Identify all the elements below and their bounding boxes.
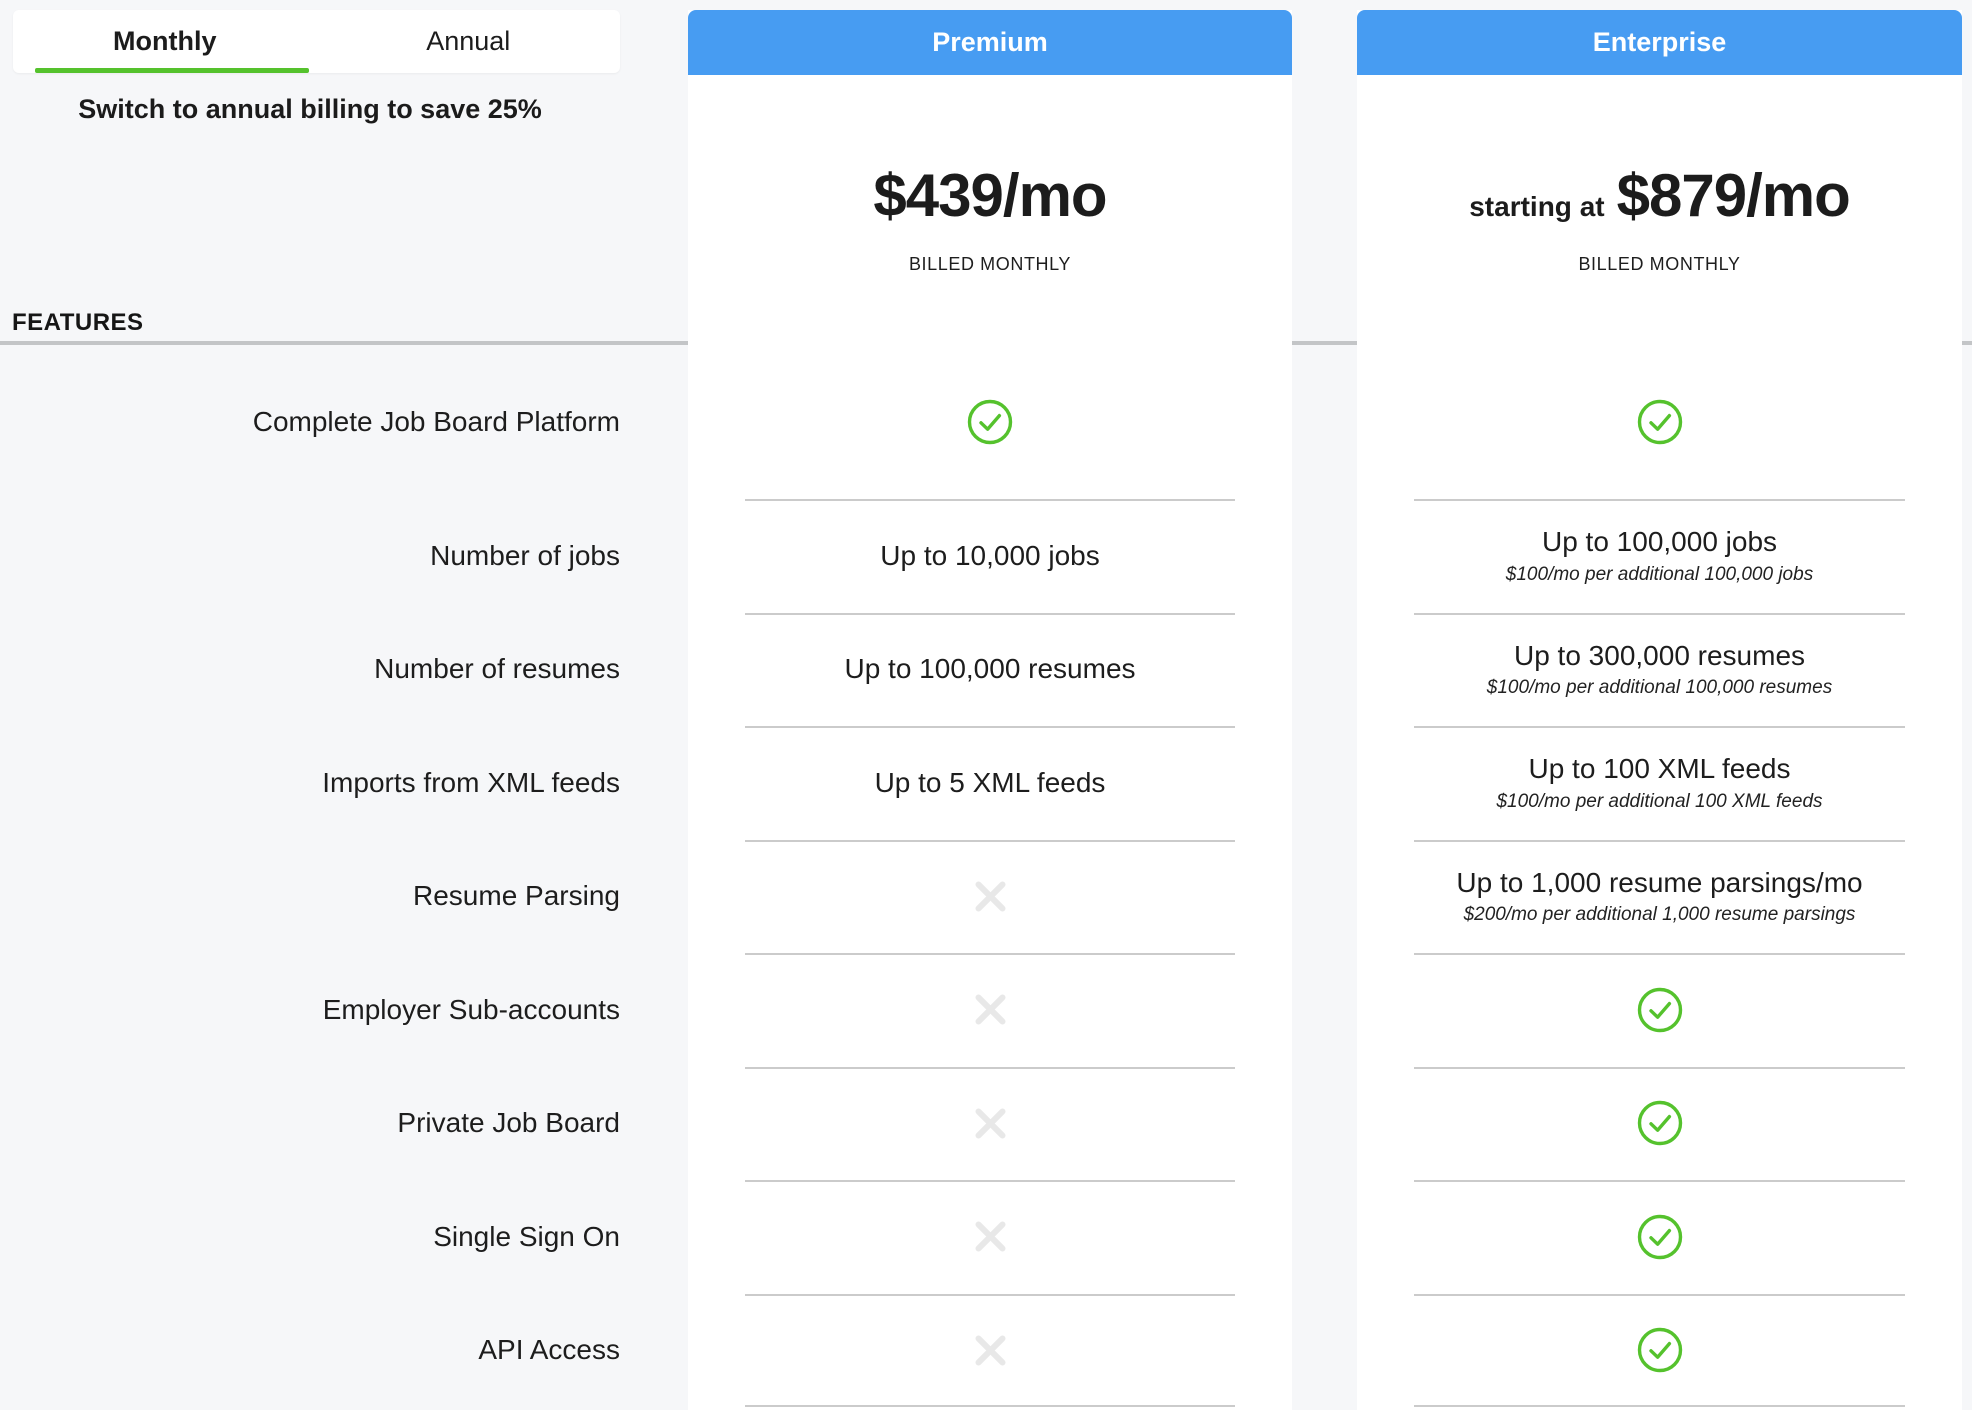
premium-feature-cell — [688, 839, 1292, 954]
features-heading: FEATURES — [12, 309, 144, 336]
premium-feature-cell: Up to 100,000 resumes — [688, 612, 1292, 727]
enterprise-card: Enterprise starting at $879/mo BILLED MON… — [1357, 10, 1962, 1410]
left-panel: Monthly Annual Switch to annual billing … — [0, 0, 685, 1410]
feature-value: Up to 300,000 resumes — [1513, 639, 1806, 671]
check-icon — [1637, 1327, 1683, 1373]
cross-icon — [972, 1218, 1009, 1255]
premium-price: $439/mo — [873, 162, 1107, 229]
premium-price-block: $439/mo BILLED MONTHLY — [688, 166, 1292, 275]
feature-value: Up to 1,000 resume parsings/mo — [1456, 866, 1863, 898]
enterprise-feature-cell: Up to 300,000 resumes $100/mo per additio… — [1357, 612, 1962, 727]
premium-feature-cell — [688, 953, 1292, 1067]
enterprise-price-block: starting at $879/mo BILLED MONTHLY — [1357, 166, 1962, 275]
enterprise-feature-cell — [1357, 1180, 1962, 1294]
premium-feature-cell — [688, 345, 1292, 499]
check-icon — [1637, 1100, 1683, 1146]
premium-feature-cell — [688, 1066, 1292, 1181]
enterprise-feature-cell — [1357, 345, 1962, 499]
enterprise-feature-cell: Up to 100 XML feeds $100/mo per additiona… — [1357, 726, 1962, 840]
cross-icon — [972, 991, 1009, 1028]
enterprise-feature-cell — [1357, 953, 1962, 1067]
premium-feature-cell: Up to 5 XML feeds — [688, 726, 1292, 840]
enterprise-feature-rows: Up to 100,000 jobs $100/mo per additional… — [1357, 345, 1962, 1407]
premium-feature-cell — [688, 1180, 1292, 1294]
enterprise-plan-name: Enterprise — [1592, 27, 1727, 57]
premium-feature-cell — [688, 1293, 1292, 1408]
cross-icon — [972, 878, 1009, 915]
feature-value: Up to 100 XML feeds — [1528, 753, 1791, 785]
feature-label: API Access — [478, 1334, 620, 1366]
feature-labels: Complete Job Board Platform Number of job… — [0, 345, 620, 1407]
annual-savings-note: Switch to annual billing to save 25% — [78, 94, 542, 124]
feature-label: Private Job Board — [397, 1107, 620, 1139]
enterprise-feature-cell — [1357, 1293, 1962, 1408]
premium-feature-rows: Up to 10,000 jobs Up to 100,000 resumes Up… — [688, 345, 1292, 1407]
feature-value-note: $100/mo per additional 100,000 jobs — [1505, 563, 1814, 585]
billing-period-toggle: Monthly Annual — [13, 10, 620, 73]
premium-billing-label: BILLED MONTHLY — [908, 254, 1072, 274]
feature-value-note: $200/mo per additional 1,000 resume pars… — [1463, 904, 1856, 926]
premium-card: Premium $439/mo BILLED MONTHLY Up to 10,… — [688, 10, 1292, 1410]
check-icon — [1637, 399, 1683, 445]
enterprise-feature-cell — [1357, 1066, 1962, 1181]
enterprise-card-header: Enterprise — [1357, 10, 1962, 75]
feature-value: Up to 10,000 jobs — [880, 539, 1100, 571]
feature-value-note: $100/mo per additional 100,000 resumes — [1486, 677, 1833, 699]
premium-plan-name: Premium — [932, 27, 1048, 57]
feature-label: Number of resumes — [374, 653, 620, 685]
premium-feature-cell: Up to 10,000 jobs — [688, 499, 1292, 613]
tab-monthly[interactable]: Monthly — [13, 10, 317, 73]
enterprise-price: $879/mo — [1616, 162, 1851, 229]
active-tab-underline — [35, 68, 309, 73]
feature-value: Up to 5 XML feeds — [874, 766, 1106, 798]
feature-value-note: $100/mo per additional 100 XML feeds — [1496, 790, 1823, 812]
feature-label: Number of jobs — [430, 539, 620, 571]
feature-value: Up to 100,000 resumes — [844, 653, 1136, 685]
check-icon — [1637, 987, 1683, 1033]
feature-label: Complete Job Board Platform — [252, 406, 620, 437]
feature-label: Single Sign On — [433, 1220, 620, 1252]
feature-label: Employer Sub-accounts — [322, 993, 620, 1025]
enterprise-feature-cell: Up to 1,000 resume parsings/mo $200/mo pe… — [1357, 839, 1962, 954]
feature-label: Imports from XML feeds — [322, 766, 620, 798]
feature-label: Resume Parsing — [413, 880, 620, 912]
check-icon — [1637, 1214, 1683, 1260]
enterprise-billing-label: BILLED MONTHLY — [1578, 254, 1741, 274]
enterprise-price-prefix: starting at — [1469, 191, 1605, 222]
check-icon — [967, 399, 1013, 445]
enterprise-feature-cell: Up to 100,000 jobs $100/mo per additional… — [1357, 499, 1962, 613]
premium-card-header: Premium — [688, 10, 1292, 75]
tab-annual-label: Annual — [426, 26, 511, 56]
cross-icon — [972, 1105, 1009, 1142]
tab-monthly-label: Monthly — [113, 26, 217, 56]
cross-icon — [972, 1332, 1009, 1369]
tab-annual[interactable]: Annual — [317, 10, 621, 73]
feature-value: Up to 100,000 jobs — [1541, 526, 1778, 558]
